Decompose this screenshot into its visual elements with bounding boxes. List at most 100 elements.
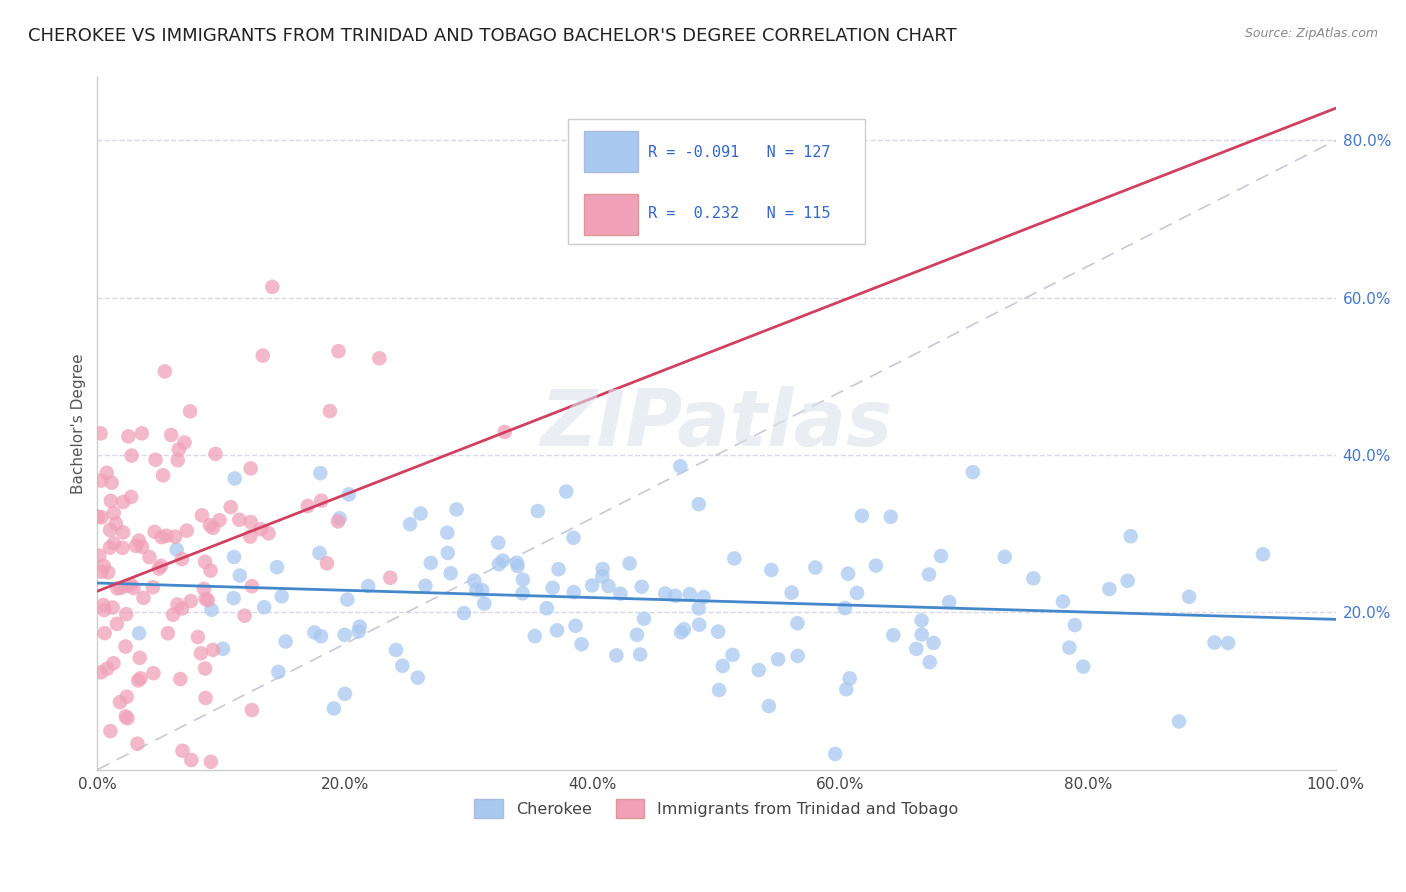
Point xyxy=(609,587,631,601)
Point xyxy=(89,549,111,563)
Point xyxy=(155,529,177,543)
Point xyxy=(127,673,149,688)
Point xyxy=(824,747,846,761)
FancyBboxPatch shape xyxy=(583,194,638,235)
Point xyxy=(463,574,485,588)
Point xyxy=(492,553,515,567)
Point xyxy=(145,452,167,467)
Point xyxy=(581,578,603,592)
Point xyxy=(120,578,142,592)
Point xyxy=(692,590,714,604)
Point xyxy=(446,502,468,516)
Point xyxy=(1204,635,1226,649)
Point xyxy=(152,468,174,483)
Point xyxy=(547,562,569,576)
Point xyxy=(90,426,112,441)
Point xyxy=(100,493,122,508)
Point xyxy=(115,579,138,593)
Point xyxy=(129,671,152,685)
Point xyxy=(309,629,332,643)
Point xyxy=(546,624,568,638)
Point xyxy=(115,607,138,621)
Point xyxy=(1052,594,1074,608)
Point xyxy=(111,541,134,555)
Point xyxy=(148,561,170,575)
Point xyxy=(564,619,586,633)
Point xyxy=(121,449,143,463)
Point xyxy=(922,636,945,650)
Point xyxy=(766,652,789,666)
Point xyxy=(688,601,710,615)
Point xyxy=(150,558,173,573)
Point xyxy=(114,709,136,723)
Point xyxy=(212,641,235,656)
Point xyxy=(308,546,330,560)
Point xyxy=(169,672,191,686)
Point xyxy=(1168,714,1191,729)
Point xyxy=(347,624,370,639)
Point xyxy=(90,565,112,579)
Point xyxy=(128,650,150,665)
Point xyxy=(249,522,271,536)
Point xyxy=(132,591,155,605)
Point xyxy=(571,637,593,651)
Point xyxy=(536,601,558,615)
Point xyxy=(179,404,201,418)
Point xyxy=(846,586,869,600)
Point xyxy=(163,530,186,544)
Point xyxy=(562,531,585,545)
Point xyxy=(918,655,941,669)
Point xyxy=(150,530,173,544)
Point xyxy=(108,695,131,709)
Point xyxy=(104,516,127,531)
Point xyxy=(488,557,510,571)
Point xyxy=(239,515,262,529)
Point xyxy=(267,665,290,679)
Point xyxy=(93,626,115,640)
Point xyxy=(1022,571,1045,585)
Point xyxy=(93,559,115,574)
Point xyxy=(409,507,432,521)
Point xyxy=(1116,574,1139,588)
Point xyxy=(333,628,356,642)
Point xyxy=(166,453,188,467)
Point xyxy=(153,364,176,378)
Point xyxy=(626,628,648,642)
FancyBboxPatch shape xyxy=(583,131,638,172)
Point xyxy=(673,623,696,637)
Point xyxy=(391,658,413,673)
Point xyxy=(526,504,548,518)
Point xyxy=(436,525,458,540)
Point xyxy=(929,549,952,563)
Point xyxy=(748,663,770,677)
Point xyxy=(115,690,138,704)
Point xyxy=(598,579,620,593)
Point xyxy=(162,607,184,622)
Point xyxy=(316,557,339,571)
Point xyxy=(131,540,153,554)
Point xyxy=(200,603,222,617)
Point xyxy=(419,556,441,570)
Point xyxy=(96,662,118,676)
Point xyxy=(880,509,903,524)
Point xyxy=(143,524,166,539)
Point xyxy=(786,616,808,631)
Point xyxy=(357,579,380,593)
Point xyxy=(262,280,284,294)
Point xyxy=(200,755,222,769)
Point xyxy=(131,426,153,441)
Point xyxy=(1119,529,1142,543)
Point xyxy=(112,495,135,509)
Point xyxy=(193,582,215,596)
Point xyxy=(128,533,150,548)
Point xyxy=(112,525,135,540)
Point xyxy=(911,627,934,641)
Point xyxy=(274,634,297,648)
Point xyxy=(224,471,246,485)
Point xyxy=(1098,582,1121,596)
Point xyxy=(239,530,262,544)
Point xyxy=(266,560,288,574)
Point xyxy=(194,691,217,706)
Point xyxy=(197,593,219,607)
Point xyxy=(93,603,115,617)
